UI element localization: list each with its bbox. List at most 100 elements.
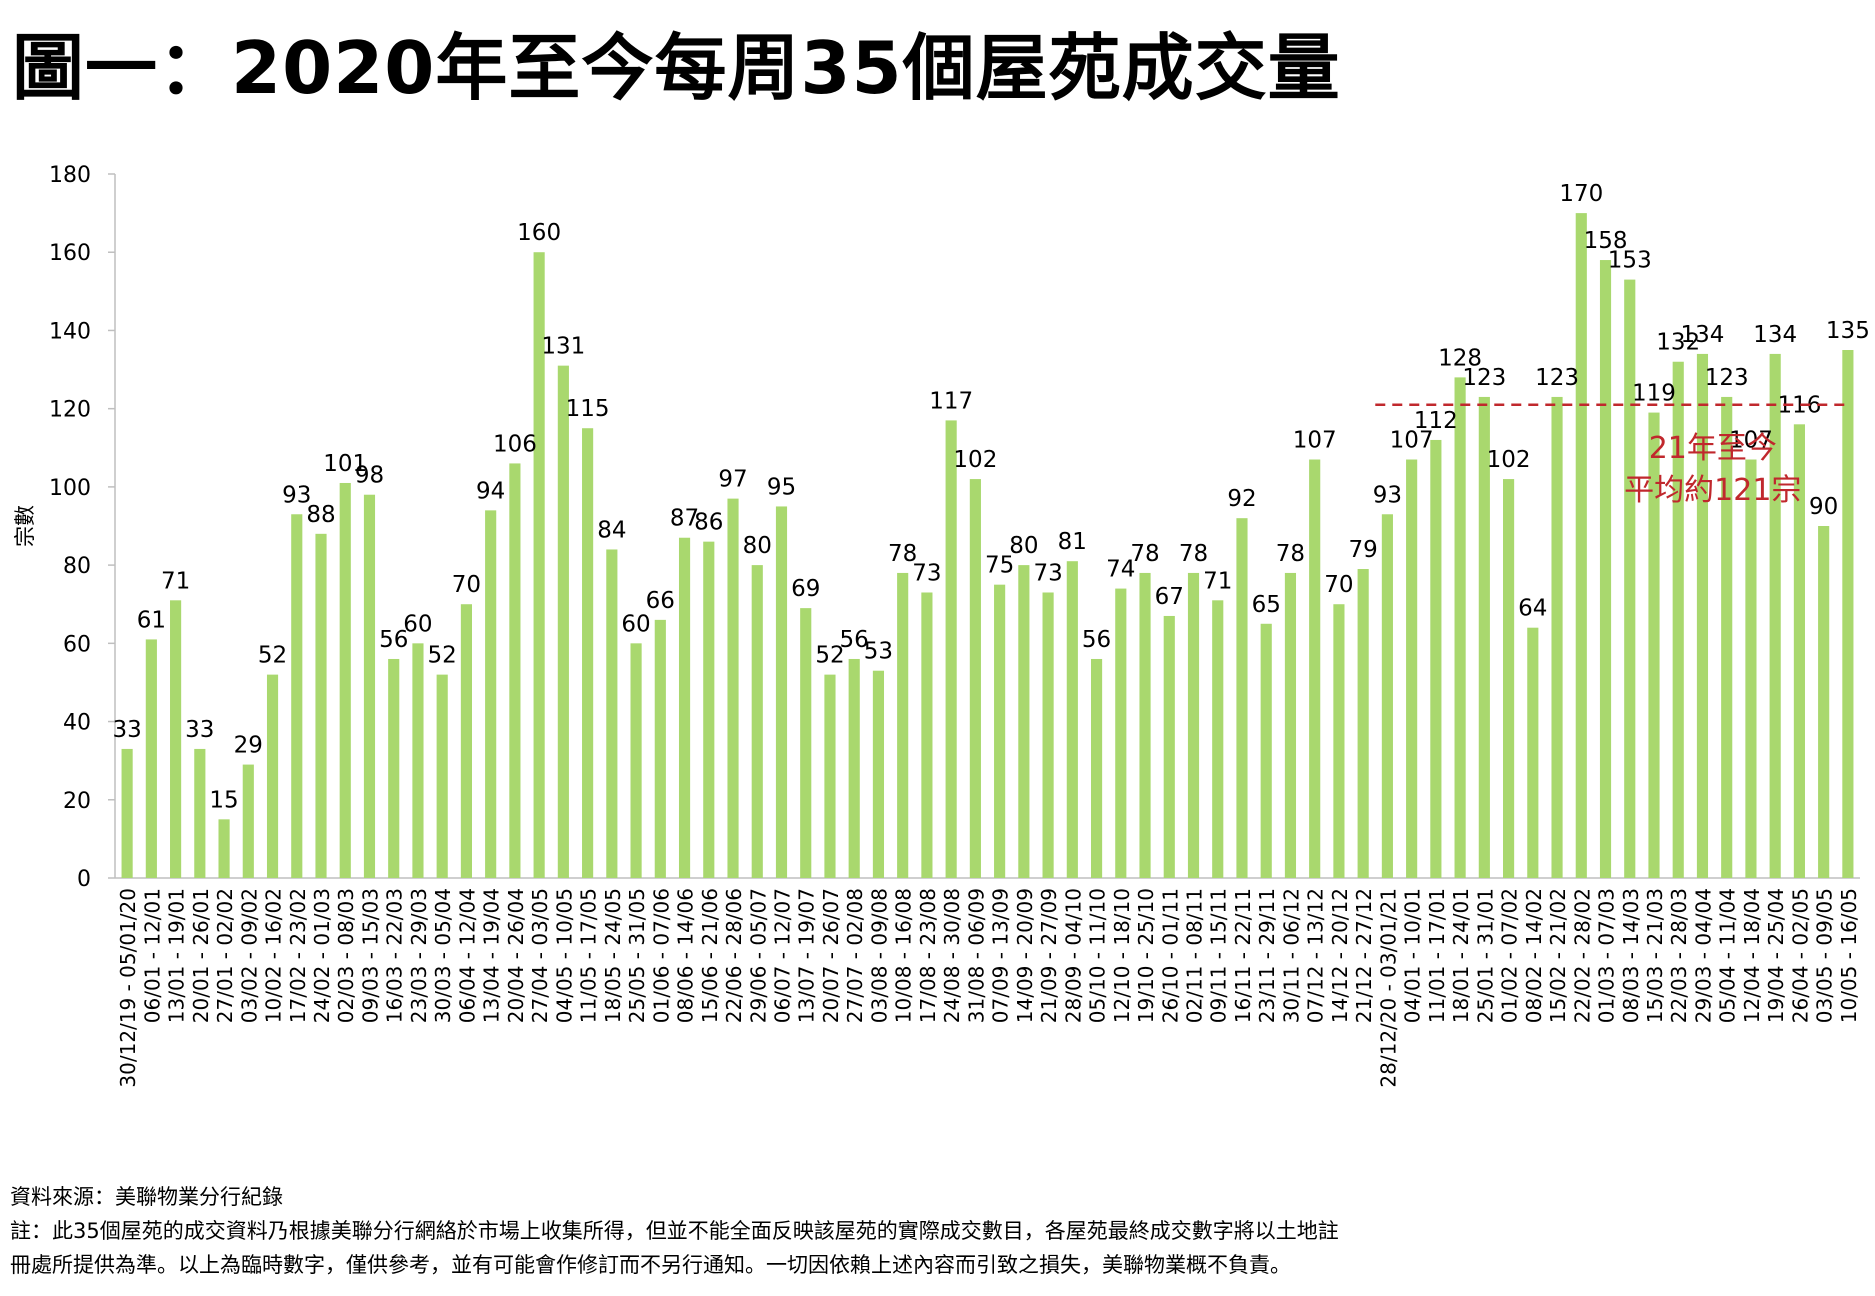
x-tick-label: 10/08 - 16/08 (892, 888, 916, 1023)
x-tick-label: 26/10 - 01/11 (1158, 888, 1182, 1023)
bar-value-label: 52 (815, 643, 844, 669)
y-tick-label: 140 (49, 319, 91, 344)
bar-value-label: 112 (1414, 408, 1458, 434)
x-tick-label: 27/07 - 02/08 (843, 888, 867, 1023)
note-line-1: 註：此35個屋苑的成交資料乃根據美聯分行網絡於市場上收集所得，但並不能全面反映該… (10, 1219, 1339, 1243)
y-tick-label: 100 (49, 476, 91, 501)
bar-value-label: 70 (1324, 572, 1353, 598)
x-tick-label: 10/02 - 16/02 (262, 888, 286, 1023)
bar-value-label: 73 (912, 560, 941, 586)
bar (1381, 514, 1393, 878)
bar-value-label: 29 (234, 733, 263, 759)
source-text: 資料來源：美聯物業分行紀錄 (10, 1185, 283, 1209)
x-tick-label: 22/03 - 28/03 (1667, 888, 1691, 1023)
bar (1696, 353, 1709, 878)
bar-value-label: 131 (541, 334, 585, 360)
bar (872, 670, 885, 878)
bar-value-label: 135 (1826, 318, 1870, 344)
x-tick-label: 20/01 - 26/01 (189, 888, 213, 1023)
x-tick-label: 01/02 - 07/02 (1498, 888, 1522, 1023)
x-tick-label: 01/03 - 07/03 (1595, 888, 1619, 1023)
bar-value-label: 153 (1608, 248, 1652, 274)
x-tick-label: 03/05 - 09/05 (1813, 888, 1837, 1023)
average-label-line-1: 21年至今 (1649, 431, 1777, 466)
x-tick-label: 25/05 - 31/05 (625, 888, 649, 1023)
bar (315, 533, 327, 878)
x-tick-label: 29/03 - 04/04 (1691, 888, 1715, 1023)
x-tick-label: 27/04 - 03/05 (528, 888, 552, 1023)
bar (775, 506, 788, 878)
bar (751, 565, 763, 878)
x-tick-label: 22/06 - 28/06 (722, 888, 746, 1023)
x-tick-label: 26/04 - 02/05 (1788, 888, 1812, 1023)
bar-value-label: 60 (621, 611, 650, 637)
bar-value-label: 115 (566, 396, 610, 422)
x-tick-label: 13/04 - 19/04 (480, 888, 504, 1023)
x-tick-label: 18/05 - 24/05 (601, 888, 625, 1023)
x-tick-label: 21/09 - 27/09 (1037, 888, 1061, 1023)
x-tick-label: 15/02 - 21/02 (1546, 888, 1570, 1023)
bar-value-label: 95 (767, 474, 796, 500)
bar-value-label: 107 (1293, 428, 1337, 454)
bar (1478, 396, 1490, 878)
x-tick-label: 13/07 - 19/07 (795, 888, 819, 1023)
bar-value-label: 88 (306, 502, 335, 528)
bar-value-label: 134 (1681, 322, 1725, 348)
bar-value-label: 78 (1276, 541, 1305, 567)
x-tick-label: 24/02 - 01/03 (310, 888, 334, 1023)
bar (1333, 604, 1345, 878)
x-tick-label: 01/06 - 07/06 (649, 888, 673, 1023)
y-tick-label: 0 (77, 867, 91, 892)
bar (654, 619, 666, 878)
x-tick-label: 14/12 - 20/12 (1328, 888, 1352, 1023)
value-labels: 3361713315295293881019856605270941061601… (112, 181, 1869, 813)
x-tick-label: 12/04 - 18/04 (1740, 888, 1764, 1023)
x-tick-label: 12/10 - 18/10 (1110, 888, 1134, 1023)
bars (121, 213, 1854, 879)
bar-value-label: 70 (452, 572, 481, 598)
bar-value-label: 93 (1373, 482, 1402, 508)
bar-value-label: 64 (1518, 596, 1547, 622)
bar (1139, 572, 1151, 878)
bar-value-label: 117 (929, 388, 973, 414)
bar-value-label: 56 (379, 627, 408, 653)
x-tick-label: 25/01 - 31/01 (1473, 888, 1497, 1023)
x-tick-label: 09/11 - 15/11 (1207, 888, 1231, 1023)
bar-value-label: 65 (1252, 592, 1281, 618)
x-tick-label: 14/09 - 20/09 (1013, 888, 1037, 1023)
x-tick-label: 02/03 - 08/03 (334, 888, 358, 1023)
bar-value-label: 84 (597, 517, 626, 543)
x-tick-label: 06/07 - 12/07 (770, 888, 794, 1023)
bar (1042, 592, 1054, 878)
bar-value-label: 98 (355, 463, 384, 489)
bar (460, 604, 472, 878)
x-tick-label: 30/12/19 - 05/01/20 (116, 888, 140, 1088)
bar (727, 498, 739, 878)
bar-value-label: 78 (888, 541, 917, 567)
x-tick-label: 31/08 - 06/09 (964, 888, 988, 1023)
bar-value-label: 52 (428, 643, 457, 669)
bar (1284, 572, 1297, 878)
x-tick-label: 03/08 - 09/08 (867, 888, 891, 1023)
bar (1793, 424, 1805, 878)
bar (1672, 361, 1684, 878)
x-tick-label: 17/02 - 23/02 (286, 888, 310, 1023)
bar (339, 482, 351, 878)
x-tick-label: 20/07 - 26/07 (819, 888, 843, 1023)
bar (630, 643, 642, 878)
bar (1745, 459, 1757, 878)
x-tick-label: 16/11 - 22/11 (1231, 888, 1255, 1023)
x-tick-label: 21/12 - 27/12 (1352, 888, 1376, 1023)
bar-value-label: 81 (1058, 529, 1087, 555)
bar (1163, 615, 1175, 878)
bar (606, 549, 618, 878)
chart-title: 圖一：2020年至今每周35個屋苑成交量 (12, 26, 1341, 110)
y-axis-title: 宗數 (13, 505, 37, 547)
bar-value-label: 123 (1462, 365, 1506, 391)
x-tick-label: 04/01 - 10/01 (1401, 888, 1425, 1023)
x-tick-label: 18/01 - 24/01 (1449, 888, 1473, 1023)
bar-value-label: 80 (1009, 533, 1038, 559)
bar (1018, 565, 1030, 878)
bar-value-label: 102 (1487, 447, 1531, 473)
x-tick-label: 30/11 - 06/12 (1279, 888, 1303, 1023)
